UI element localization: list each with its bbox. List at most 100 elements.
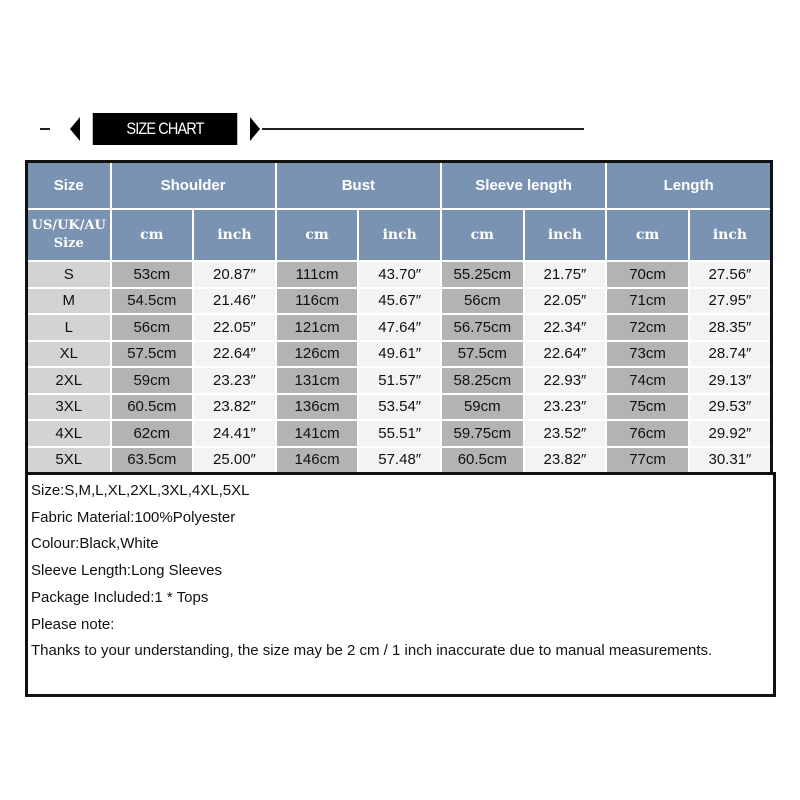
measurement-cell: 141cm	[274, 419, 360, 448]
size-cell: 5XL	[25, 445, 112, 475]
size-cell: S	[25, 260, 112, 289]
measurement-cell: 28.74″	[687, 339, 773, 368]
measurement-cell: 58.25cm	[440, 366, 525, 395]
measurement-cell: 60.5cm	[440, 445, 525, 475]
measurement-cell: 45.67″	[357, 286, 442, 315]
measurement-cell: 60.5cm	[109, 392, 195, 421]
measurement-cell: 23.23″	[522, 392, 608, 421]
table-row: L 56cm 22.05″ 121cm 47.64″ 56.75cm 22.34″ 72cm 2…	[25, 313, 773, 342]
measurement-cell: 74cm	[605, 366, 690, 395]
note-line: Colour:Black,White	[31, 535, 159, 553]
unit-inch: inch	[522, 208, 608, 262]
measurement-cell: 70cm	[605, 260, 690, 289]
table-row: 2XL 59cm 23.23″ 131cm 51.57″ 58.25cm 22.93″ 74c…	[25, 366, 773, 395]
banner-dash	[40, 128, 50, 130]
measurement-cell: 131cm	[274, 366, 360, 395]
measurement-cell: 29.92″	[687, 419, 773, 448]
measurement-cell: 20.87″	[192, 260, 277, 289]
measurement-cell: 146cm	[274, 445, 360, 475]
size-cell: 2XL	[25, 366, 112, 395]
measurement-cell: 59.75cm	[440, 419, 525, 448]
measurement-cell: 22.64″	[192, 339, 277, 368]
unit-cm: cm	[440, 208, 525, 262]
note-line: Package Included:1 * Tops	[31, 588, 209, 606]
measurement-cell: 22.05″	[522, 286, 608, 315]
measurement-cell: 56.75cm	[440, 313, 525, 342]
header-size: Size	[25, 160, 112, 210]
measurement-cell: 53cm	[109, 260, 195, 289]
size-cell: 3XL	[25, 392, 112, 421]
measurement-cell: 55.25cm	[440, 260, 525, 289]
table-row: 4XL 62cm 24.41″ 141cm 55.51″ 59.75cm 23.52″ 76c…	[25, 419, 773, 448]
header-shoulder: Shoulder	[109, 160, 277, 210]
measurement-cell: 22.05″	[192, 313, 277, 342]
measurement-cell: 23.52″	[522, 419, 608, 448]
measurement-cell: 116cm	[274, 286, 360, 315]
unit-inch: inch	[192, 208, 277, 262]
measurement-cell: 136cm	[274, 392, 360, 421]
measurement-cell: 56cm	[440, 286, 525, 315]
note-line: Please note:	[31, 615, 115, 633]
unit-cm: cm	[605, 208, 690, 262]
unit-inch: inch	[687, 208, 773, 262]
measurement-cell: 29.13″	[687, 366, 773, 395]
size-cell: 4XL	[25, 419, 112, 448]
measurement-cell: 57.5cm	[109, 339, 195, 368]
table-row: 5XL 63.5cm 25.00″ 146cm 57.48″ 60.5cm 23.82″ 77…	[25, 445, 773, 475]
measurement-cell: 23.82″	[192, 392, 277, 421]
measurement-cell: 73cm	[605, 339, 690, 368]
measurement-cell: 51.57″	[357, 366, 442, 395]
measurement-cell: 57.48″	[357, 445, 442, 475]
size-table: Size Shoulder Bust Sleeve length Length …	[25, 160, 773, 475]
measurement-cell: 53.54″	[357, 392, 442, 421]
measurement-cell: 47.64″	[357, 313, 442, 342]
measurement-cell: 23.23″	[192, 366, 277, 395]
size-cell: XL	[25, 339, 112, 368]
table-row: 3XL 60.5cm 23.82″ 136cm 53.54″ 59cm 23.23″ 75cm…	[25, 392, 773, 421]
measurement-cell: 27.56″	[687, 260, 773, 289]
measurement-cell: 56cm	[109, 313, 195, 342]
measurement-cell: 21.46″	[192, 286, 277, 315]
measurement-cell: 24.41″	[192, 419, 277, 448]
product-notes: Size:S,M,L,XL,2XL,3XL,4XL,5XL Fabric Mate…	[25, 472, 776, 697]
measurement-cell: 23.82″	[522, 445, 608, 475]
measurement-cell: 75cm	[605, 392, 690, 421]
unit-inch: inch	[357, 208, 442, 262]
table-row: M 54.5cm 21.46″ 116cm 45.67″ 56cm 22.05″ 71cm 27…	[25, 286, 773, 315]
measurement-cell: 62cm	[109, 419, 195, 448]
header-sleeve-length: Sleeve length	[439, 160, 608, 210]
measurement-cell: 111cm	[274, 260, 360, 289]
measurement-cell: 59cm	[109, 366, 195, 395]
unit-cm: cm	[274, 208, 360, 262]
note-line: Size:S,M,L,XL,2XL,3XL,4XL,5XL	[31, 482, 250, 499]
size-cell: M	[25, 286, 112, 315]
measurement-cell: 59cm	[440, 392, 525, 421]
measurement-cell: 43.70″	[357, 260, 442, 289]
measurement-cell: 28.35″	[687, 313, 773, 342]
header-length: Length	[605, 160, 773, 210]
measurement-cell: 22.93″	[522, 366, 608, 395]
banner-line	[262, 128, 584, 130]
measurement-cell: 49.61″	[357, 339, 442, 368]
table-row: S 53cm 20.87″ 111cm 43.70″ 55.25cm 21.75″ 70cm 2…	[25, 260, 773, 289]
measurement-cell: 63.5cm	[109, 445, 195, 475]
measurement-cell: 71cm	[605, 286, 690, 315]
note-line: Fabric Material:100%Polyester	[31, 508, 236, 526]
measurement-cell: 77cm	[605, 445, 690, 475]
measurement-cell: 76cm	[605, 419, 690, 448]
measurement-cell: 29.53″	[687, 392, 773, 421]
table-row: XL 57.5cm 22.64″ 126cm 49.61″ 57.5cm 22.64″ 73c…	[25, 339, 773, 368]
header-size-sub: US/UK/AU Size	[25, 208, 112, 262]
measurement-cell: 27.95″	[687, 286, 773, 315]
measurement-cell: 126cm	[274, 339, 360, 368]
measurement-cell: 22.64″	[522, 339, 608, 368]
banner-title: SIZE CHART	[92, 113, 238, 145]
measurement-cell: 55.51″	[357, 419, 442, 448]
size-cell: L	[25, 313, 112, 342]
size-chart-banner: SIZE CHART	[40, 113, 600, 145]
measurement-cell: 21.75″	[522, 260, 608, 289]
measurement-cell: 57.5cm	[440, 339, 525, 368]
measurement-cell: 30.31″	[687, 445, 773, 475]
unit-cm: cm	[109, 208, 195, 262]
measurement-cell: 54.5cm	[109, 286, 195, 315]
